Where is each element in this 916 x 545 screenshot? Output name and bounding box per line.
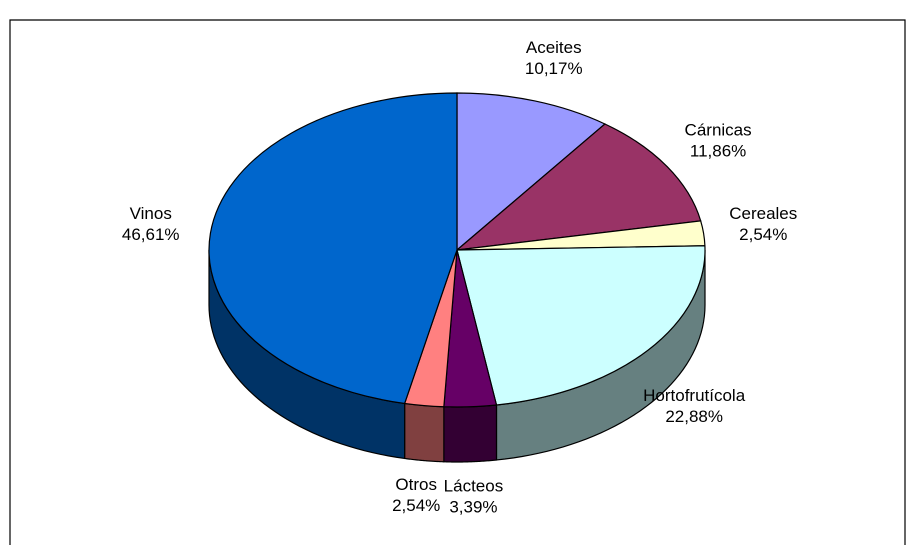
slice-side [443,404,498,463]
category-label: Lácteos [444,477,504,496]
value-label: 2,54% [392,496,440,515]
value-label: 11,86% [690,142,746,161]
category-label: Cereales [729,204,797,223]
value-label: 10,17% [525,59,583,78]
slice [456,245,706,406]
data-label: Cereales 2,54% [729,204,797,244]
category-label: Aceites [526,38,582,57]
slice [208,92,458,405]
slice [455,123,702,251]
category-label: Vinos [130,204,172,223]
slice [456,92,607,252]
value-label: 2,54% [739,225,787,244]
category-label: Otros [395,475,437,494]
category-label: Cárnicas [685,121,752,140]
data-label: Otros 2,54% [392,475,440,515]
data-label: Cárnicas 11,86% [685,121,752,161]
data-label: Hortofrutícola 22,88% [643,386,746,426]
data-label: Lácteos 3,39% [444,477,504,517]
category-label: Hortofrutícola [643,386,746,405]
data-label: Aceites 10,17% [525,38,583,78]
value-label: 3,39% [449,498,497,517]
slice-side [404,402,445,463]
value-label: 22,88% [665,407,723,426]
data-label: Vinos 46,61% [122,204,180,244]
value-label: 46,61% [122,225,180,244]
